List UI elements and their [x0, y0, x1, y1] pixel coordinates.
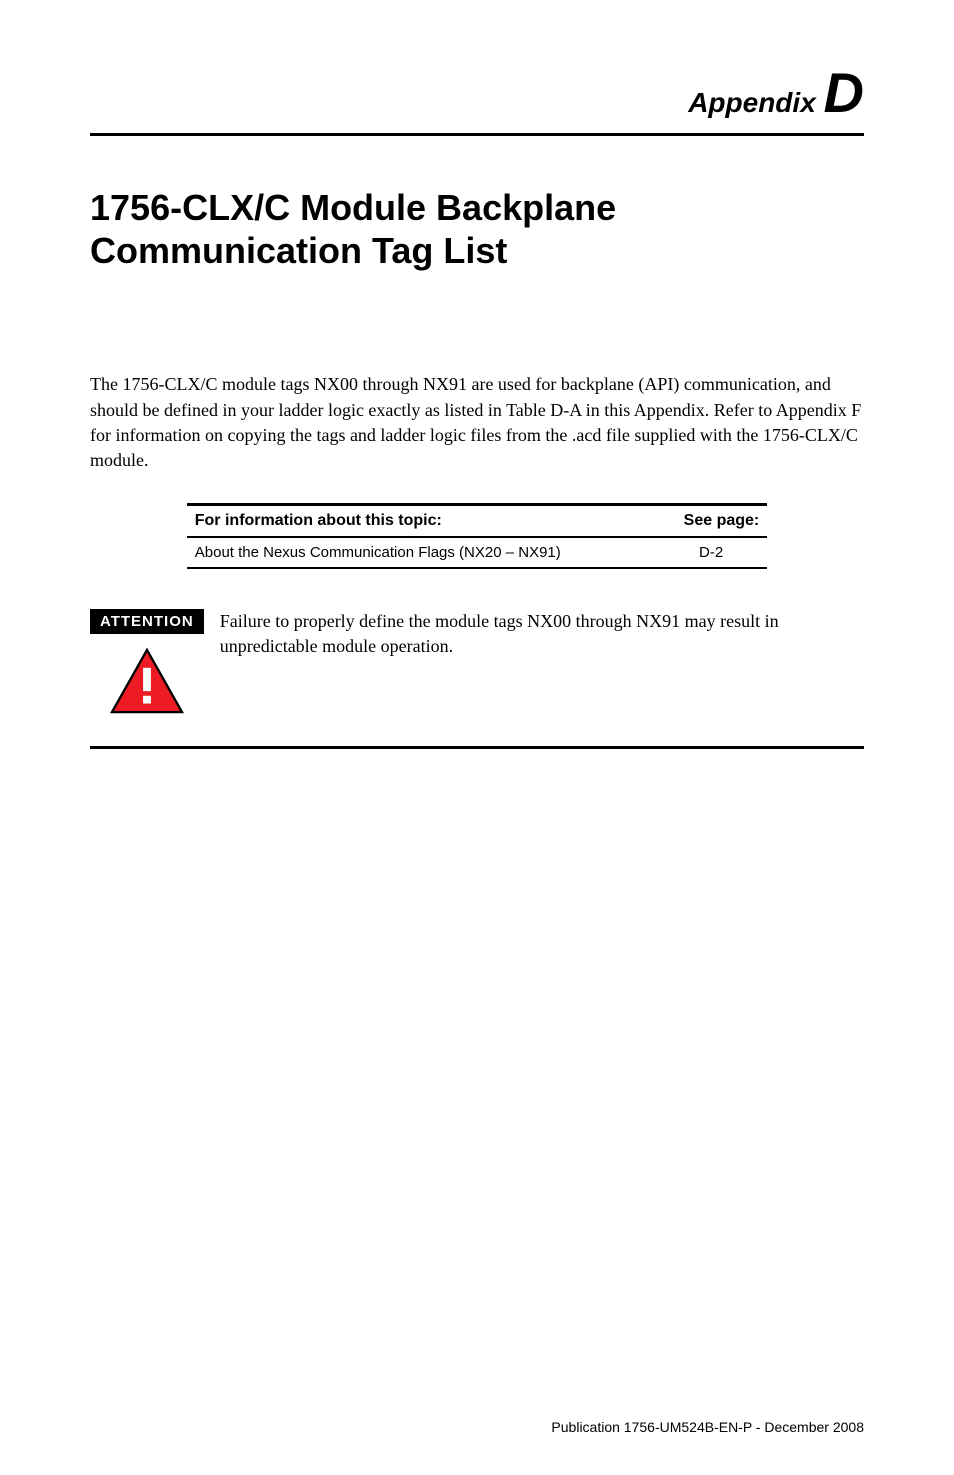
appendix-word: Appendix — [688, 87, 816, 118]
attention-label: ATTENTION — [90, 609, 204, 634]
warning-triangle-icon — [107, 646, 187, 716]
table-header-page: See page: — [655, 505, 767, 538]
table-cell-topic: About the Nexus Communication Flags (NX2… — [187, 537, 655, 568]
table-cell-page: D-2 — [655, 537, 767, 568]
footer-publication: Publication 1756-UM524B-EN-P - December … — [551, 1419, 864, 1435]
table-header-topic: For information about this topic: — [187, 505, 655, 538]
chapter-title: 1756-CLX/C Module Backplane Communicatio… — [90, 186, 864, 272]
intro-paragraph: The 1756-CLX/C module tags NX00 through … — [90, 372, 864, 473]
info-table: For information about this topic: See pa… — [187, 503, 768, 569]
attention-text: Failure to properly define the module ta… — [220, 609, 864, 659]
table-header-row: For information about this topic: See pa… — [187, 505, 768, 538]
header-rule — [90, 133, 864, 136]
table-row: About the Nexus Communication Flags (NX2… — [187, 537, 768, 568]
appendix-letter: D — [824, 61, 864, 124]
appendix-header: Appendix D — [90, 60, 864, 125]
section-rule — [90, 746, 864, 749]
attention-block: ATTENTION Failure to properly define the… — [90, 609, 864, 716]
attention-left-column: ATTENTION — [90, 609, 204, 716]
